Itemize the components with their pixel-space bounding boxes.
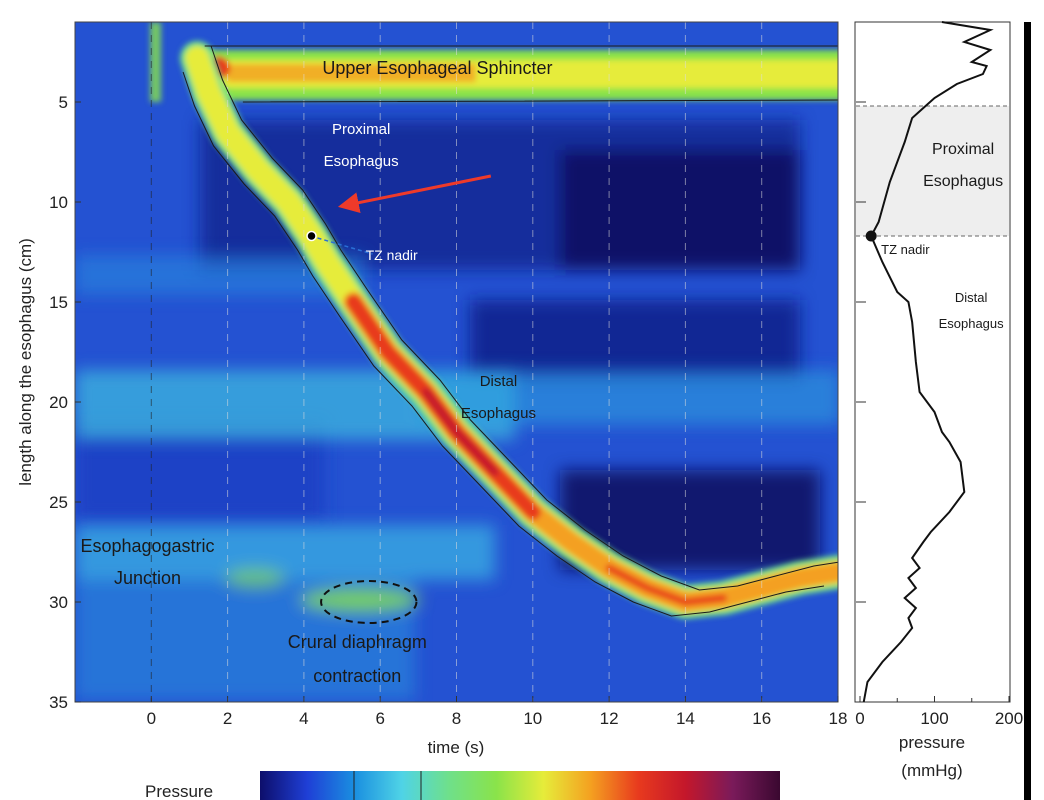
heatmap-annotation: Proximal	[332, 121, 390, 138]
y-tick-label: 25	[49, 493, 68, 512]
profile-x-tick-label: 0	[855, 709, 864, 728]
x-tick-label: 12	[600, 709, 619, 728]
colorbar-gradient	[260, 771, 780, 800]
y-tick-label: 30	[49, 593, 68, 612]
x-tick-label: 18	[829, 709, 848, 728]
wave-late-hot-band	[605, 564, 728, 606]
heatmap-panel: 0 2 4 6 8 10 12 14 16 18 5 10 15 20 25 30 35 Upper Esoph…	[16, 21, 847, 757]
heatmap-annotation: Esophagus	[324, 153, 399, 170]
profile-x-tick-label: 100	[920, 709, 948, 728]
profile-x-tick-label: 200	[995, 709, 1023, 728]
tz-nadir-marker	[306, 230, 317, 242]
heatmap-annotation: contraction	[313, 666, 401, 686]
heatmap-annotation: Esophagogastric	[80, 536, 214, 556]
profile-x-axis-unit: (mmHg)	[901, 761, 962, 780]
x-tick-label: 6	[375, 709, 384, 728]
pressure-profile-panel: TZ nadir Proximal Esophagus Distal Esophagu…	[854, 21, 1023, 780]
profile-nadir-label: TZ nadir	[881, 242, 930, 257]
tz-nadir-leader-line	[317, 237, 373, 255]
heatmap-annotations: Upper Esophageal Sphincter Proximal Esopha…	[80, 58, 552, 686]
heatmap-gridlines	[150, 22, 838, 702]
x-tick-label: 4	[299, 709, 308, 728]
ues-contour	[204, 45, 838, 103]
colorbar: Pressure	[145, 771, 780, 800]
wave-contour-upper	[210, 45, 838, 591]
heatmap-annotation: Upper Esophageal Sphincter	[322, 58, 552, 78]
y-tick-label: 15	[49, 293, 68, 312]
heatmap-annotation: Junction	[114, 568, 181, 588]
profile-region-label: Esophagus	[923, 173, 1003, 190]
ues-band-core	[227, 64, 476, 82]
right-edge-bar	[1024, 22, 1031, 800]
profile-region-labels: Proximal Esophagus Distal Esophagus	[923, 141, 1004, 331]
x-tick-label: 14	[676, 709, 695, 728]
x-tick-label: 0	[147, 709, 156, 728]
colorbar-label: Pressure	[145, 782, 213, 800]
red-arrow	[337, 174, 492, 213]
profile-region-label: Distal	[955, 290, 988, 305]
heatmap-x-axis-title: time (s)	[428, 738, 485, 757]
heatmap-annotation: Distal	[480, 373, 518, 390]
heatmap-annotation: TZ nadir	[366, 247, 418, 263]
heatmap-ticks: 0 2 4 6 8 10 12 14 16 18 5 10 15 20 25 30 35	[49, 93, 847, 728]
profile-x-axis-title: pressure	[899, 733, 965, 752]
x-tick-label: 10	[523, 709, 542, 728]
y-tick-label: 20	[49, 393, 68, 412]
swallow-onset-streak	[150, 22, 162, 102]
y-tick-label: 5	[59, 93, 68, 112]
profile-region-label: Proximal	[932, 141, 994, 158]
profile-region-label: Esophagus	[939, 316, 1005, 331]
heatmap-low-pressure-regions	[75, 120, 820, 570]
x-tick-label: 16	[752, 709, 771, 728]
x-tick-label: 2	[223, 709, 232, 728]
heatmap-y-axis-title: length along the esophagus (cm)	[16, 238, 35, 486]
x-tick-label: 8	[452, 709, 461, 728]
y-tick-label: 10	[49, 193, 68, 212]
isobaric-contours	[182, 45, 838, 617]
crural-ellipse	[320, 580, 418, 624]
heatmap-annotation: Crural diaphragm	[288, 632, 427, 652]
pressure-profile-line	[862, 21, 994, 703]
profile-y-ticks	[856, 101, 866, 603]
heatmap-annotation: Esophagus	[461, 405, 536, 422]
y-tick-label: 35	[49, 693, 68, 712]
profile-nadir-marker	[865, 230, 877, 242]
proximal-shaded-range	[856, 106, 1009, 236]
wave-contour-lower	[182, 71, 825, 617]
profile-x-ticks: 0 100 200	[855, 696, 1023, 728]
